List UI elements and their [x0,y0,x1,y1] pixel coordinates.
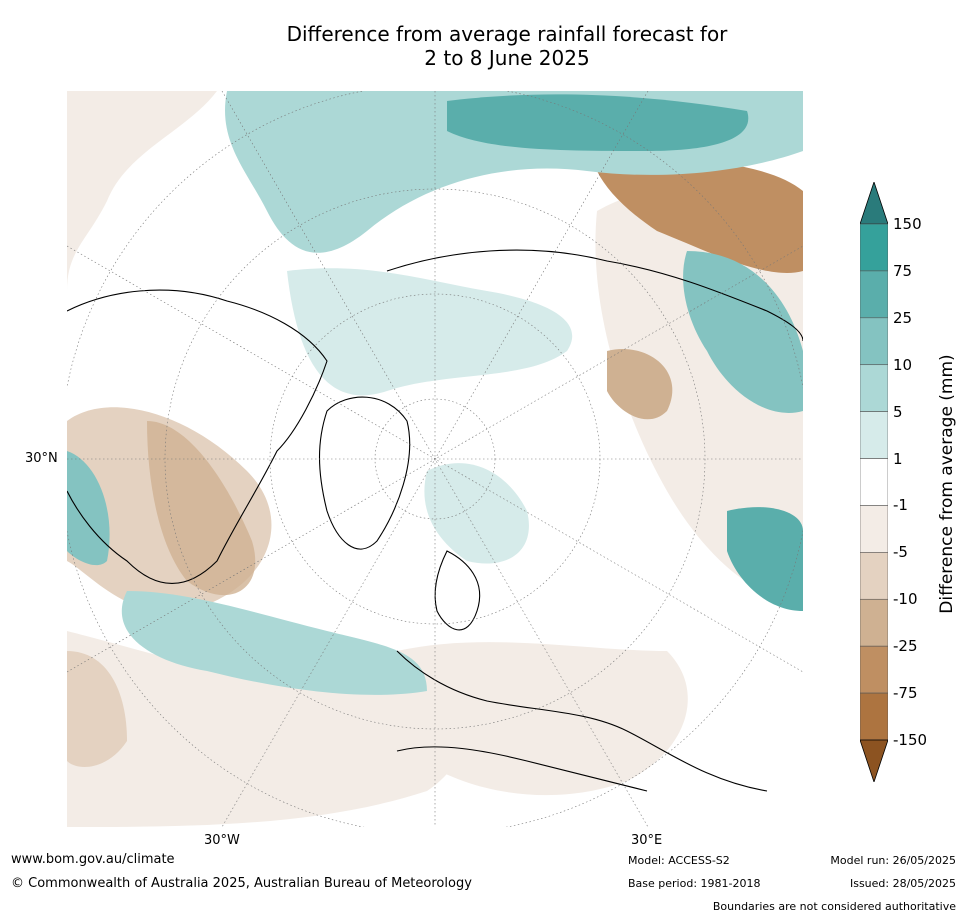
colorbar-extend-top [860,182,888,225]
colorbar-bin [860,552,888,600]
coast-eurasia-north [386,249,803,342]
coast-scandinavia [434,550,481,631]
dry-patch-siberia [597,160,803,273]
map-canvas [67,91,803,827]
issued-date: Issued: 28/05/2025 [849,877,956,890]
longitude-label-30e: 30°E [631,833,663,848]
boundary-disclaimer: Boundaries are not considered authoritat… [712,900,956,913]
coastlines [67,249,803,792]
title-line-1: Difference from average rainfall forecas… [286,22,728,46]
colorbar [860,182,888,782]
dry-patch-central-asia [607,349,673,420]
wet-band-atlantic [121,591,428,695]
wet-core-north-pacific [447,94,749,151]
colorbar-tick-label: 1 [893,449,903,468]
colorbar-tick-label: 25 [893,308,913,327]
dry-patch-na [147,421,256,596]
wet-patch-scandinavia [424,463,529,564]
colorbar-bin [860,223,888,272]
dry-patch-west [67,91,217,291]
colorbar-tick-label: -10 [893,590,918,609]
colorbar-tick-label: 75 [893,261,913,280]
coast-mediterranean [396,746,648,792]
dry-patch-sw [67,651,127,767]
model-name: Model: ACCESS-S2 [628,854,730,867]
colorbar-tick-label: -25 [893,637,918,656]
colorbar-tick-label: -75 [893,684,918,703]
title-line-2: 2 to 8 June 2025 [424,46,590,70]
latitude-label-30n: 30°N [25,451,58,466]
wet-patch-asia [683,251,803,413]
colorbar-label: Difference from average (mm) [937,354,957,614]
colorbar-tick-label: 10 [893,355,913,374]
footer-url[interactable]: www.bom.gov.au/climate [11,852,175,867]
colorbar-bin [860,598,888,647]
rainfall-anomaly-fields [67,91,803,827]
colorbar-tick-label: 150 [893,215,922,233]
colorbar-bin [860,458,888,506]
colorbar-tick-label: -150 [893,731,928,749]
colorbar-bin [860,692,888,741]
longitude-label-30w: 30°W [204,833,240,848]
dry-patch-europe [397,642,688,796]
coast-north-america [67,289,328,584]
colorbar-tick-label: -1 [893,496,908,515]
colorbar-bin [860,505,888,553]
polar-map[interactable] [67,91,803,827]
colorbar-bin [860,645,888,694]
wet-patch-east [727,507,803,611]
colorbar-bin [860,411,888,459]
colorbar-tick-label: -5 [893,543,908,562]
footer-copyright: © Commonwealth of Australia 2025, Austra… [11,876,472,891]
base-period: Base period: 1981-2018 [628,877,761,890]
chart-title: Difference from average rainfall forecas… [0,22,965,70]
dry-patch-south-atl [67,631,462,827]
colorbar-extend-bottom [860,739,888,782]
wet-band-arctic [287,268,573,396]
colorbar-bin [860,270,888,319]
graticule [67,91,803,827]
colorbar-tick-label: 5 [893,402,903,421]
coast-greenland [319,396,411,550]
coast-europe [396,650,768,792]
colorbar-bin [860,364,888,412]
model-run-date: Model run: 26/05/2025 [830,854,956,867]
colorbar-bin [860,317,888,366]
